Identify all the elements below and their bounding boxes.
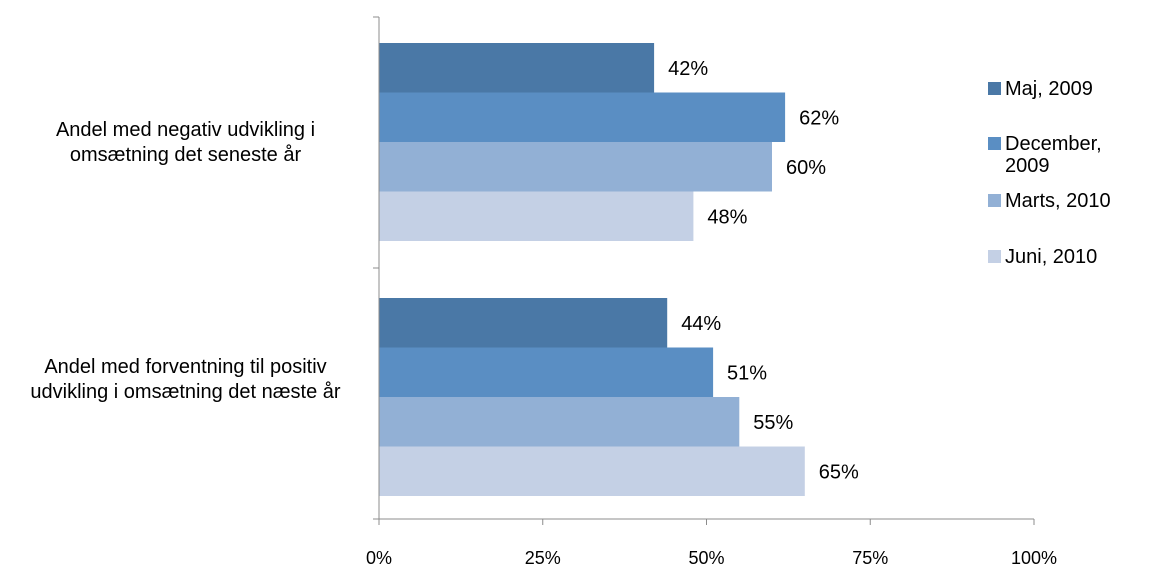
legend-label: Marts, 2010 (1005, 190, 1111, 212)
x-tick-label: 25% (525, 548, 561, 567)
data-label-1-3: 65% (819, 461, 859, 483)
data-label-0-0: 42% (668, 58, 708, 80)
category-label-negative: Andel med negativ udvikling i omsætning … (55, 119, 316, 166)
legend-swatch (988, 137, 1001, 150)
x-tick-labels-group: 0% 25% 50% 75% 100% (366, 548, 1057, 567)
bars-group (379, 43, 805, 496)
data-label-0-3: 48% (707, 206, 747, 228)
data-label-1-0: 44% (681, 313, 721, 335)
bar-0-1 (379, 92, 786, 142)
legend-item-maj-2009: Maj, 2009 (988, 78, 1149, 100)
bar-0-0 (379, 43, 655, 93)
value-labels-group: 42% 62% 60% 48% 44% 51% 55% 65% (668, 58, 859, 483)
legend-label: Maj, 2009 (1005, 78, 1093, 100)
data-label-0-2: 60% (786, 157, 826, 179)
bar-0-3 (379, 191, 694, 241)
legend-item-december-2009: December, 2009 (988, 133, 1110, 177)
x-tick-label: 100% (1011, 548, 1057, 567)
data-label-1-1: 51% (727, 362, 767, 384)
x-tick-label: 0% (366, 548, 392, 567)
legend-item-juni-2010: Juni, 2010 (988, 246, 1149, 268)
legend-label: Juni, 2010 (1005, 246, 1098, 268)
bar-1-1 (379, 347, 714, 397)
legend-swatch (988, 250, 1001, 263)
legend-swatch (988, 194, 1001, 207)
x-tick-label: 75% (852, 548, 888, 567)
bar-1-0 (379, 298, 668, 348)
bar-1-3 (379, 446, 805, 496)
category-label-positive: Andel med forventning til positiv udvikl… (30, 356, 341, 403)
data-label-0-1: 62% (799, 107, 839, 129)
legend-item-marts-2010: Marts, 2010 (988, 190, 1149, 212)
x-tick-label: 50% (688, 548, 724, 567)
bar-0-2 (379, 142, 772, 192)
legend-swatch (988, 82, 1001, 95)
data-label-1-2: 55% (753, 412, 793, 434)
legend-label: December, 2009 (1005, 133, 1102, 177)
axes-group (373, 16, 1035, 525)
bar-1-2 (379, 397, 740, 447)
